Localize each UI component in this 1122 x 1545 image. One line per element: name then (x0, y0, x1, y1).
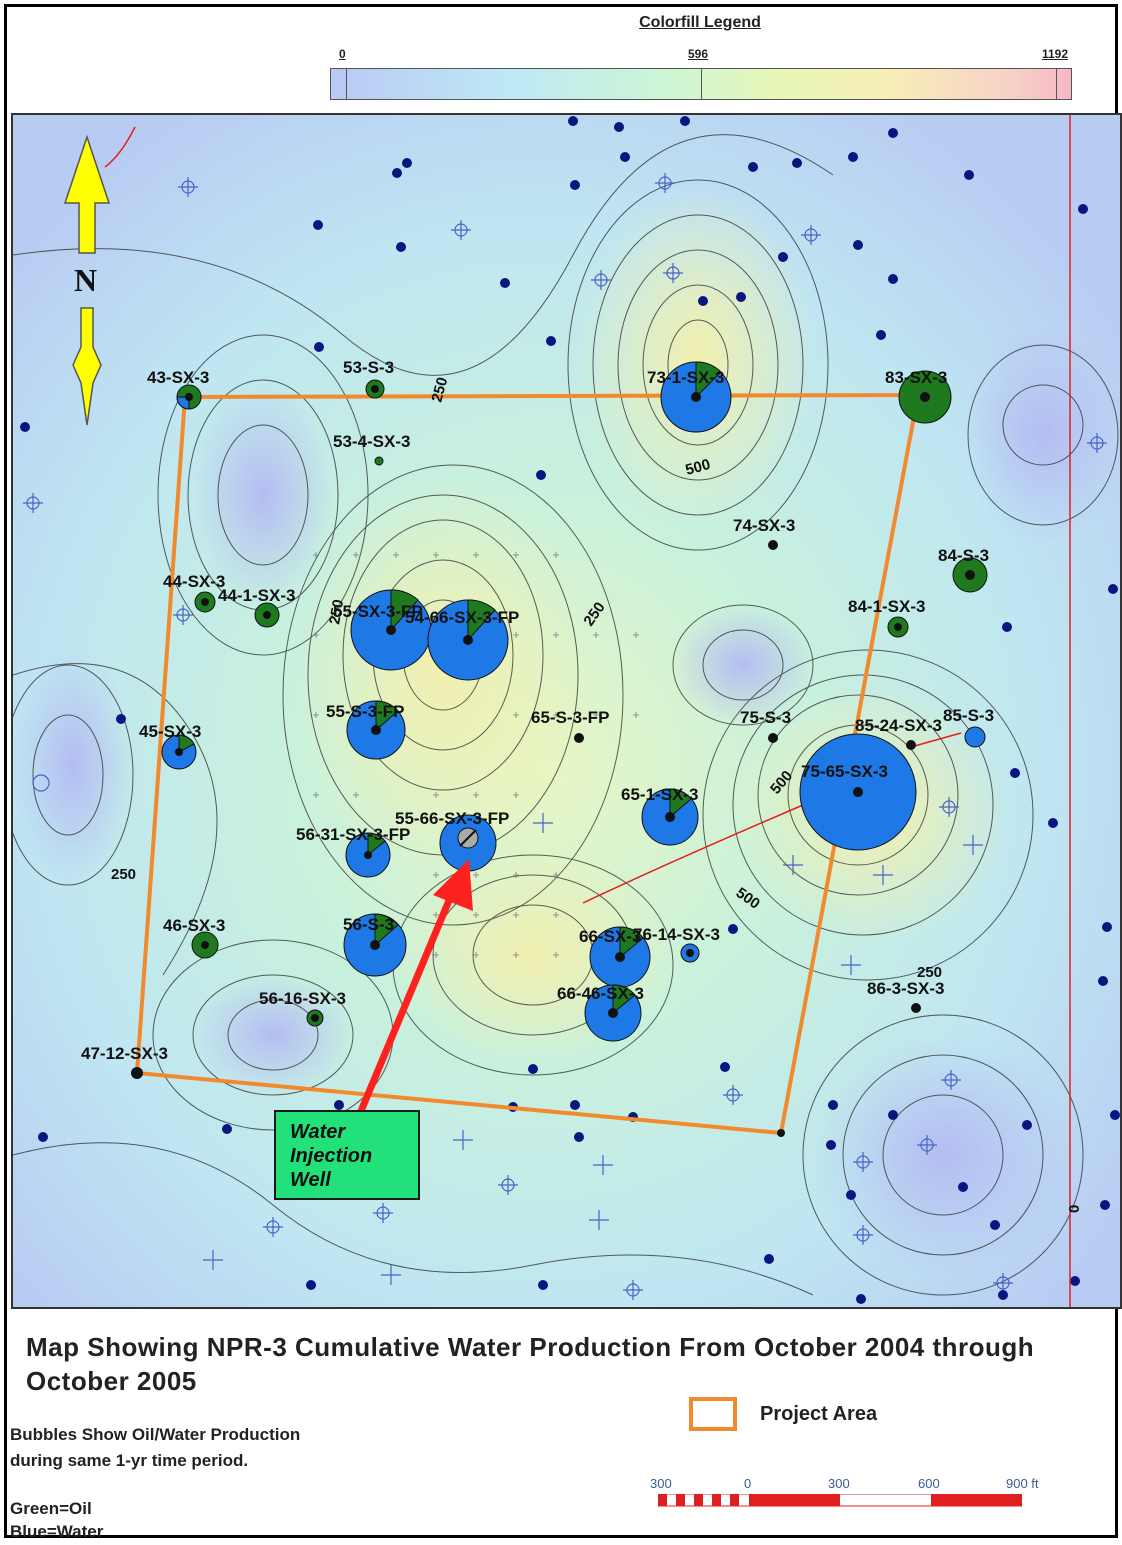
well-label: 85-24-SX-3 (855, 716, 942, 735)
callout-line: Injection (290, 1145, 373, 1167)
callout-line: Water (290, 1121, 346, 1143)
well-label: 46-SX-3 (163, 916, 225, 935)
legend-tick-min: 0 (339, 47, 346, 61)
contour-label-1: 250 (428, 375, 451, 404)
map-title: Map Showing NPR-3 Cumulative Water Produ… (26, 1332, 1035, 1396)
well-label: 84-S-3 (938, 546, 989, 565)
legend-tick-max: 1192 (1042, 47, 1069, 61)
well-label: 54-66-SX-3-FP (405, 608, 519, 627)
project-area-legend-swatch (689, 1397, 737, 1431)
well-label: 65-1-SX-3 (621, 785, 698, 804)
contour-label-4: 250 (326, 598, 347, 626)
bubble-note-line1: Bubbles Show Oil/Water Production (10, 1425, 301, 1444)
well-label: 76-14-SX-3 (633, 925, 720, 944)
bubble-53-4-SX-3 (374, 456, 384, 466)
scale-label: 600 (918, 1476, 940, 1491)
north-arrow: N (63, 134, 111, 426)
low-zone-se (813, 1035, 1073, 1275)
production-bubbles (161, 361, 988, 1042)
well-label: 65-S-3-FP (531, 708, 609, 727)
well-centers (131, 385, 975, 1137)
legend-mark-min (346, 69, 347, 99)
contour-label-2: 500 (684, 456, 713, 479)
legend-mark-max (1056, 69, 1057, 99)
contour-label-6: 250 (111, 866, 136, 883)
high-zone-center (293, 475, 593, 875)
well-label: 55-S-3-FP (326, 702, 404, 721)
water-injection-well-callout: Water Injection Well (274, 1110, 420, 1200)
well-label: 86-3-SX-3 (867, 979, 944, 998)
well-label: 75-S-3 (740, 708, 791, 727)
well-label: 85-S-3 (943, 706, 994, 725)
well-labels: 43-SX-3 53-S-3 53-4-SX-3 73-1-SX-3 83-SX… (81, 358, 994, 1063)
high-zone-north (578, 185, 818, 525)
pattern-grid (313, 552, 639, 958)
well-label: 44-1-SX-3 (218, 586, 295, 605)
well-label: 83-SX-3 (885, 368, 947, 387)
well-label: 84-1-SX-3 (848, 597, 925, 616)
low-zone-ne (963, 325, 1120, 545)
scale-label: 0 (744, 1476, 752, 1491)
well-label: 43-SX-3 (147, 368, 209, 387)
oil-color-note: Green=Oil (10, 1499, 92, 1518)
well-label: 45-SX-3 (139, 722, 201, 741)
contour-label-8: 250 (917, 964, 942, 981)
legend-tick-mid: 596 (688, 47, 709, 61)
bubble-85-S-3 (964, 726, 986, 748)
water-color-note: Blue=Water (10, 1522, 104, 1541)
well-label: 66-SX-3 (579, 927, 641, 946)
well-label: 53-S-3 (343, 358, 394, 377)
north-label: N (74, 262, 97, 298)
scale-label: 900 ft (1006, 1476, 1039, 1491)
well-label: 47-12-SX-3 (81, 1044, 168, 1063)
low-zone-sw (193, 975, 353, 1095)
well-label: 56-16-SX-3 (259, 989, 346, 1008)
contour-label-9: 0 (1066, 1205, 1083, 1213)
legend-color-bar (330, 68, 1072, 100)
well-label: 66-46-SX-3 (557, 984, 644, 1003)
scale-label: 300 (650, 1476, 672, 1491)
injection-arrow (357, 859, 473, 1113)
well-label: 74-SX-3 (733, 516, 795, 535)
well-symbols-minor (23, 173, 1107, 1300)
scale-bar-graphic (658, 1494, 1022, 1507)
low-zone-west (13, 645, 133, 885)
contour-map[interactable]: 250 500 250 250 500 250 500 250 0 43-SX-… (13, 115, 1120, 1307)
legend-mark-mid (701, 69, 702, 99)
well-label: 73-1-SX-3 (647, 368, 724, 387)
low-zone-nw (193, 385, 333, 605)
project-area-legend-label: Project Area (760, 1403, 878, 1425)
scale-bar: 300 0 300 600 900 ft (640, 1470, 1060, 1530)
well-label: 56-31-SX-3-FP (296, 825, 410, 844)
bubble-55-66-SX-3-FP (439, 814, 497, 872)
well-label: 75-65-SX-3 (801, 762, 888, 781)
legend-title: Colorfill Legend (639, 14, 761, 31)
well-label: 53-4-SX-3 (333, 432, 410, 451)
low-zone-center (673, 605, 813, 725)
scale-label: 300 (828, 1476, 850, 1491)
well-label: 55-SX-3-FP (333, 602, 423, 621)
callout-line: Well (290, 1169, 331, 1191)
well-label: 55-66-SX-3-FP (395, 809, 509, 828)
well-label: 44-SX-3 (163, 572, 225, 591)
bubble-note-line2: during same 1-yr time period. (10, 1451, 249, 1470)
well-label: 56-S-3 (343, 915, 394, 934)
red-pipelines (104, 115, 1071, 1307)
